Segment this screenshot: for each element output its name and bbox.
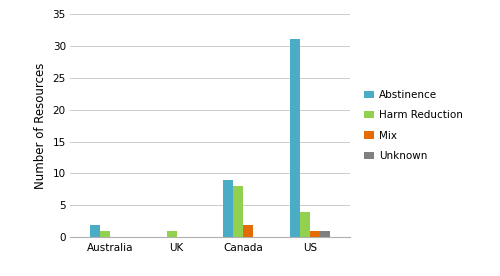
Bar	[90, 225, 100, 237]
Y-axis label: Number of Resources: Number of Resources	[34, 62, 47, 189]
Bar	[224, 180, 234, 237]
Bar	[100, 231, 110, 237]
Legend: Abstinence, Harm Reduction, Mix, Unknown: Abstinence, Harm Reduction, Mix, Unknown	[364, 90, 463, 161]
Bar	[300, 212, 310, 237]
Bar	[320, 231, 330, 237]
Bar	[244, 225, 254, 237]
Bar	[310, 231, 320, 237]
Bar	[290, 39, 300, 237]
Bar	[234, 186, 243, 237]
Bar	[166, 231, 176, 237]
